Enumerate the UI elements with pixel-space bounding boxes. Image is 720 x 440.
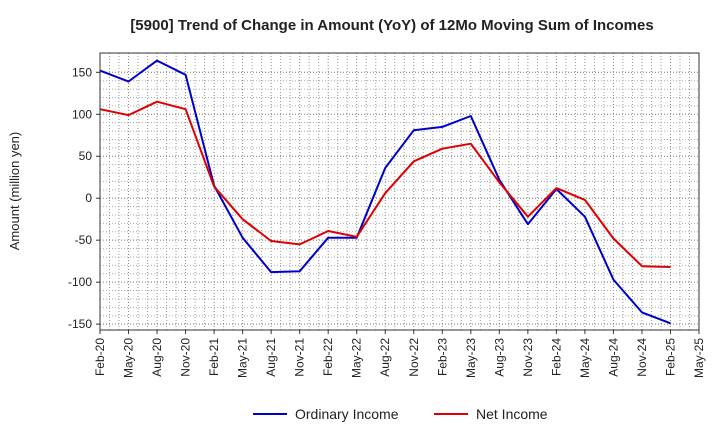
plot-lines bbox=[99, 59, 671, 325]
x-tick-label: May-23 bbox=[464, 338, 478, 378]
x-tick-label: Feb-24 bbox=[549, 338, 563, 376]
x-tick-label: Aug-24 bbox=[606, 338, 620, 377]
x-tick-label: Feb-21 bbox=[207, 338, 221, 376]
grid bbox=[100, 53, 699, 330]
legend-label: Ordinary Income bbox=[295, 406, 399, 422]
legend-label: Net Income bbox=[476, 406, 548, 422]
y-tick-label: -150 bbox=[68, 317, 92, 331]
x-tick-label: May-24 bbox=[578, 338, 592, 378]
plot-frame bbox=[99, 52, 700, 331]
y-tick-label: 150 bbox=[72, 65, 92, 79]
chart-title: [5900] Trend of Change in Amount (YoY) o… bbox=[130, 17, 653, 34]
x-tick-label: Feb-22 bbox=[321, 338, 335, 376]
x-tick-label: May-21 bbox=[236, 338, 250, 378]
y-tick-label: 50 bbox=[79, 149, 93, 163]
x-tick-label: Nov-20 bbox=[179, 338, 193, 377]
x-tick-label: Feb-25 bbox=[663, 338, 677, 376]
x-tick-label: Aug-20 bbox=[150, 338, 164, 377]
y-tick-label: -100 bbox=[68, 275, 92, 289]
y-tick-label: -50 bbox=[75, 233, 93, 247]
x-tick-label: Nov-23 bbox=[521, 338, 535, 377]
x-tick-label: May-25 bbox=[692, 338, 706, 378]
x-tick-label: May-20 bbox=[122, 338, 136, 378]
y-tick-label: 100 bbox=[72, 107, 92, 121]
x-tick-labels: Feb-20 May-20 Aug-20 Nov-20 Feb-21 May-21 Aug-… bbox=[93, 330, 706, 378]
legend: Ordinary Income Net Income bbox=[253, 406, 548, 422]
y-tick-label: 0 bbox=[85, 191, 92, 205]
x-tick-label: Feb-20 bbox=[93, 338, 107, 376]
x-tick-label: Aug-23 bbox=[492, 338, 506, 377]
x-tick-label: Nov-22 bbox=[407, 338, 421, 377]
x-tick-label: Aug-21 bbox=[264, 338, 278, 377]
y-axis-label: Amount (million yen) bbox=[7, 132, 22, 251]
x-tick-label: Nov-24 bbox=[635, 338, 649, 377]
y-tick-labels: -150 -100 -50 0 50 100 150 bbox=[68, 65, 100, 331]
x-tick-label: May-22 bbox=[350, 338, 364, 378]
x-tick-label: Nov-21 bbox=[293, 338, 307, 377]
x-tick-label: Feb-23 bbox=[435, 338, 449, 376]
x-tick-label: Aug-22 bbox=[378, 338, 392, 377]
